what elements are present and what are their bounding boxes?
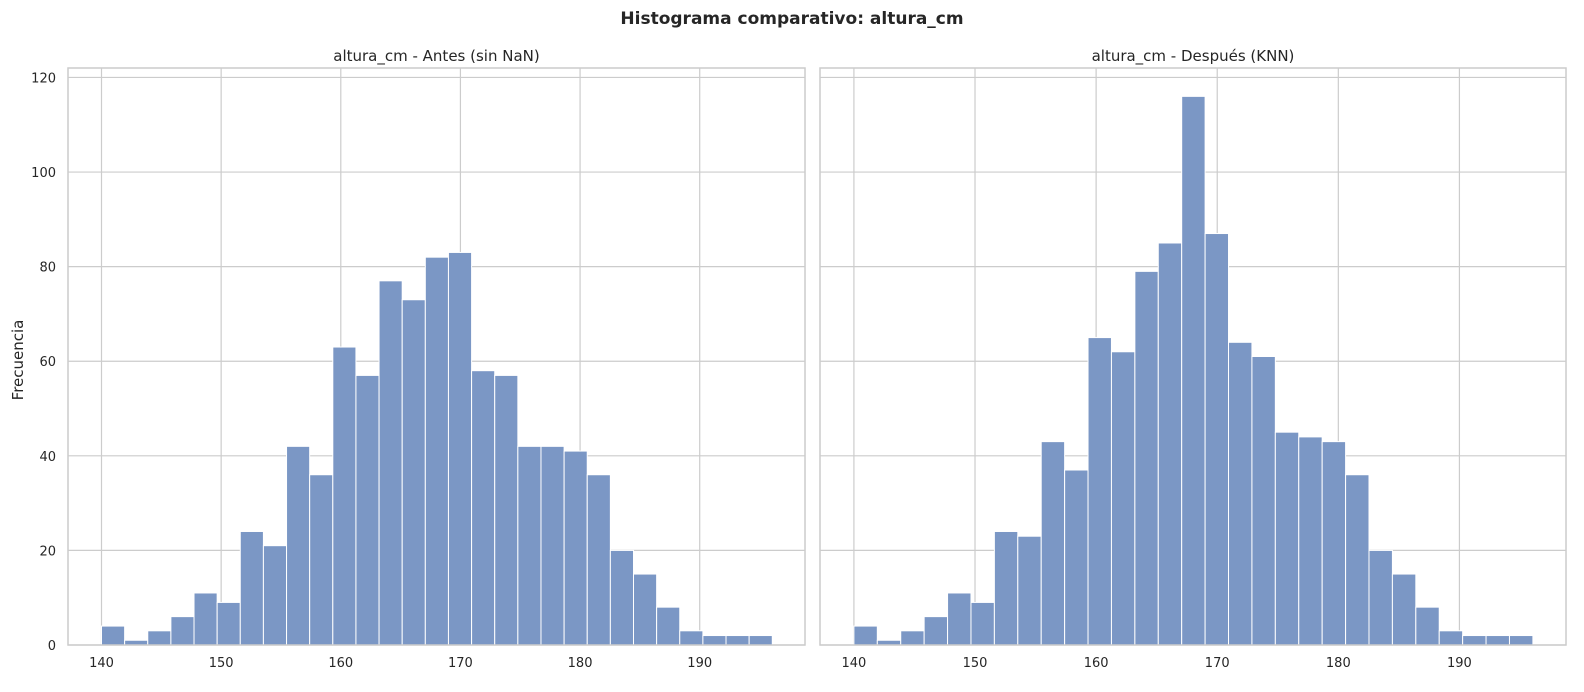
histogram-bar <box>193 592 218 646</box>
histogram-bar <box>1508 635 1534 646</box>
panel-after: altura_cm - Después (KNN) 140 150 160 170 180… <box>819 47 1567 671</box>
x-tick-label: 190 <box>687 656 712 671</box>
y-tick-label: 80 <box>39 261 56 276</box>
histogram-bar <box>702 635 727 646</box>
histogram-bar <box>1134 270 1159 646</box>
y-tick-label: 120 <box>31 71 56 86</box>
x-tick-label: 170 <box>448 656 473 671</box>
histogram-bar <box>725 635 750 646</box>
histogram-bar <box>447 251 473 646</box>
histogram-bar <box>923 616 949 646</box>
histogram-bar <box>494 374 519 646</box>
x-tick-label: 150 <box>963 656 988 671</box>
histogram-bar <box>1438 630 1464 646</box>
histogram-bar <box>401 299 426 646</box>
histogram-bar <box>471 370 496 646</box>
histogram-bar <box>1251 356 1276 646</box>
histogram-bar <box>1181 95 1206 646</box>
histogram-bar <box>216 601 241 646</box>
x-tick-label: 160 <box>328 656 353 671</box>
y-axis-label: Frecuencia <box>9 320 27 401</box>
histogram-bar <box>947 592 972 646</box>
histogram-bar <box>1298 436 1323 646</box>
histogram-bar <box>656 606 681 646</box>
histogram-bar <box>970 601 995 646</box>
histogram-bar <box>1485 635 1510 646</box>
panel-before: altura_cm - Antes (sin NaN) 140 150 160 170 1… <box>31 47 806 671</box>
histogram-bar <box>262 545 288 646</box>
histogram-bar <box>540 445 565 646</box>
histogram-bar <box>1415 606 1440 646</box>
histogram-bar <box>355 374 380 646</box>
histogram-bar <box>1228 341 1253 646</box>
x-tick-label: 180 <box>568 656 593 671</box>
panel-title: altura_cm - Antes (sin NaN) <box>333 47 539 66</box>
x-tick-label: 180 <box>1326 656 1351 671</box>
histogram-bar <box>101 625 126 646</box>
histogram-bar <box>563 450 588 646</box>
histogram-bar <box>1368 549 1393 646</box>
y-tick-label: 40 <box>39 450 56 465</box>
plot-frame <box>67 67 806 646</box>
y-tick-label: 100 <box>31 166 56 181</box>
histogram-bar <box>853 625 878 646</box>
histogram-bar <box>1110 351 1136 646</box>
histogram-bar <box>1064 469 1089 646</box>
figure-suptitle: Histograma comparativo: altura_cm <box>620 9 963 29</box>
histogram-bar <box>147 630 172 646</box>
histogram-bar <box>609 549 635 646</box>
histogram-bar <box>239 530 264 646</box>
histogram-bar <box>1391 573 1417 646</box>
histogram-bar <box>748 635 773 646</box>
y-tick-label: 20 <box>39 544 56 559</box>
histogram-bar <box>993 530 1019 646</box>
histogram-bar <box>1157 242 1183 646</box>
histogram-bar <box>1017 535 1042 646</box>
histogram-bar <box>1087 337 1112 646</box>
histogram-bar <box>170 616 195 646</box>
histogram-bar <box>586 474 611 646</box>
histogram-bar <box>633 573 658 646</box>
plot-frame <box>819 67 1567 646</box>
histogram-bar <box>1345 474 1370 646</box>
histogram-bar <box>1204 233 1230 646</box>
histogram-bar <box>679 630 704 646</box>
histogram-bar <box>1321 441 1347 646</box>
histogram-bar <box>309 474 334 646</box>
histogram-bar <box>900 630 925 646</box>
histogram-bar <box>517 445 542 646</box>
panel-title: altura_cm - Después (KNN) <box>1092 47 1295 66</box>
histogram-bar <box>424 256 449 646</box>
x-tick-label: 150 <box>209 656 234 671</box>
x-tick-label: 160 <box>1084 656 1109 671</box>
histogram-bar <box>286 445 311 646</box>
histogram-bar <box>1274 431 1300 646</box>
histogram-bar <box>1462 635 1487 646</box>
histogram-bar <box>332 346 357 646</box>
histogram-bar <box>378 280 403 646</box>
histogram-bar <box>1040 441 1066 646</box>
x-tick-label: 170 <box>1205 656 1230 671</box>
x-tick-label: 190 <box>1447 656 1472 671</box>
y-tick-label: 60 <box>39 355 56 370</box>
y-tick-label: 0 <box>48 639 56 654</box>
x-tick-label: 140 <box>89 656 114 671</box>
x-tick-label: 140 <box>841 656 866 671</box>
